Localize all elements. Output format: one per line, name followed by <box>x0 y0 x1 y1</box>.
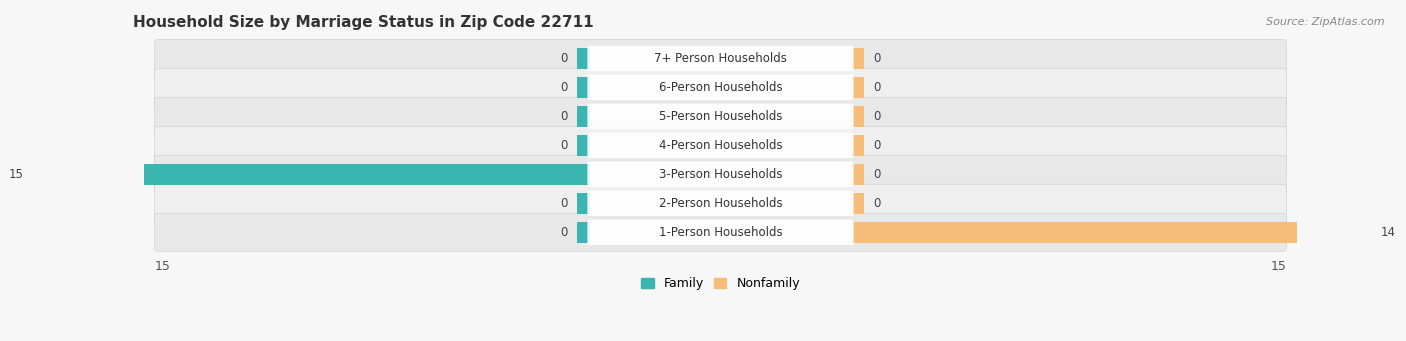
Text: 0: 0 <box>561 110 568 123</box>
FancyBboxPatch shape <box>155 155 1286 193</box>
FancyBboxPatch shape <box>588 75 853 100</box>
Text: 0: 0 <box>873 168 880 181</box>
Text: 0: 0 <box>873 52 880 65</box>
Legend: Family, Nonfamily: Family, Nonfamily <box>636 272 806 295</box>
Text: 0: 0 <box>561 81 568 94</box>
Text: 2-Person Households: 2-Person Households <box>658 197 782 210</box>
Text: 15: 15 <box>8 168 24 181</box>
FancyBboxPatch shape <box>588 46 853 71</box>
FancyBboxPatch shape <box>588 104 853 129</box>
FancyBboxPatch shape <box>588 191 853 216</box>
Bar <box>578 106 591 127</box>
Text: 0: 0 <box>561 226 568 239</box>
Bar <box>578 135 591 156</box>
FancyBboxPatch shape <box>155 126 1286 164</box>
Text: Source: ZipAtlas.com: Source: ZipAtlas.com <box>1267 17 1385 27</box>
FancyBboxPatch shape <box>588 162 853 187</box>
Text: 0: 0 <box>561 197 568 210</box>
Bar <box>851 77 863 98</box>
Text: 0: 0 <box>873 110 880 123</box>
Text: 1-Person Households: 1-Person Households <box>658 226 782 239</box>
Bar <box>578 77 591 98</box>
Text: 0: 0 <box>873 197 880 210</box>
Bar <box>851 135 863 156</box>
Text: 4-Person Households: 4-Person Households <box>658 139 782 152</box>
FancyBboxPatch shape <box>155 39 1286 77</box>
Bar <box>851 106 863 127</box>
Text: 14: 14 <box>1381 226 1396 239</box>
FancyBboxPatch shape <box>588 133 853 158</box>
Text: 0: 0 <box>561 139 568 152</box>
Text: 3-Person Households: 3-Person Households <box>659 168 782 181</box>
Text: 0: 0 <box>561 52 568 65</box>
Bar <box>578 193 591 214</box>
Bar <box>32 164 591 185</box>
Bar <box>851 193 863 214</box>
Text: 5-Person Households: 5-Person Households <box>659 110 782 123</box>
Text: Household Size by Marriage Status in Zip Code 22711: Household Size by Marriage Status in Zip… <box>132 15 593 30</box>
FancyBboxPatch shape <box>155 68 1286 106</box>
Bar <box>851 164 863 185</box>
Text: 7+ Person Households: 7+ Person Households <box>654 52 787 65</box>
Bar <box>578 48 591 69</box>
Bar <box>851 222 1371 243</box>
Bar <box>851 48 863 69</box>
FancyBboxPatch shape <box>155 213 1286 251</box>
Text: 0: 0 <box>873 81 880 94</box>
FancyBboxPatch shape <box>155 184 1286 222</box>
Text: 0: 0 <box>873 139 880 152</box>
FancyBboxPatch shape <box>155 97 1286 135</box>
Bar <box>578 222 591 243</box>
FancyBboxPatch shape <box>588 220 853 245</box>
Text: 6-Person Households: 6-Person Households <box>658 81 782 94</box>
